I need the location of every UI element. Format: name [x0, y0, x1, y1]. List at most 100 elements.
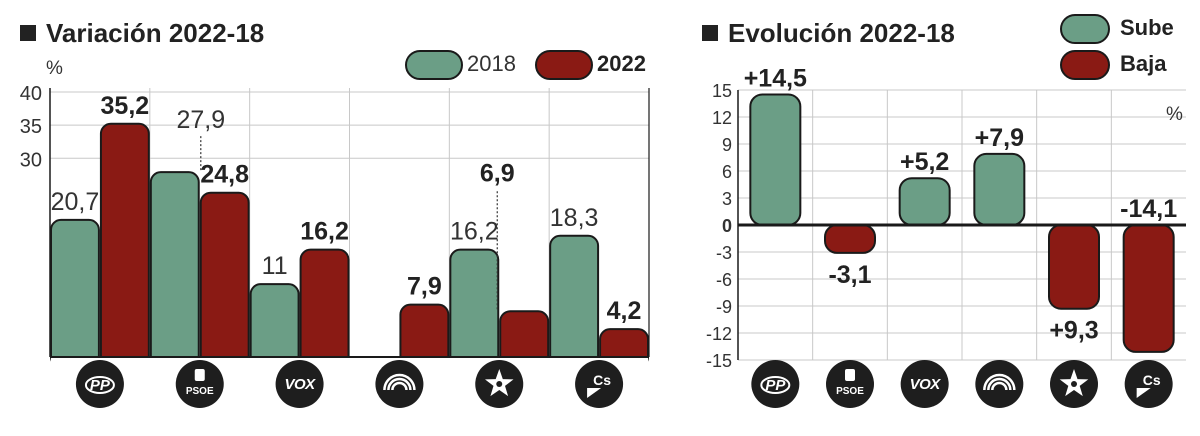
- pp-logo-text: PP: [90, 377, 111, 394]
- psoe-logo-text: PSOE: [186, 386, 214, 397]
- vox-logo-icon: VOX: [275, 360, 324, 408]
- label-2022-psoe: 24,8: [200, 161, 249, 189]
- legend-2022-swatch: [535, 50, 593, 80]
- psoe-logo-fist: [845, 369, 855, 381]
- right-y-tick-label: -9: [716, 297, 732, 317]
- right-y-unit-label: %: [1166, 104, 1183, 125]
- evolution-bar-cs-andalucia: [1048, 224, 1100, 310]
- bar-2022-psoe: [199, 191, 250, 368]
- evolution-bar-psoe: [824, 224, 876, 254]
- star-logo-center: [496, 381, 503, 387]
- star-logo-center: [1071, 381, 1077, 387]
- right-y-tick-label: -6: [716, 270, 732, 290]
- legend-baja-swatch: [1060, 50, 1110, 80]
- left-y-unit-label: %: [46, 58, 63, 79]
- legend-2018-label: 2018: [467, 51, 516, 76]
- podemos-logo-arc: [383, 373, 416, 391]
- bar-2022-vox: [299, 248, 350, 368]
- label-2018-cs-andalucia: 16,2: [450, 218, 499, 246]
- pp-logo-ring: [760, 376, 791, 394]
- label-2018-cs: 18,3: [550, 204, 599, 232]
- pp-logo-icon: PP: [751, 360, 800, 408]
- left-chart-title: Variación 2022-18: [20, 18, 264, 49]
- label-2018-vox: 11: [262, 252, 288, 280]
- cs-logo-arrow: [1136, 388, 1151, 398]
- label-2022-podemos: 7,9: [407, 273, 442, 301]
- bar-2018-pp: [50, 218, 100, 368]
- logo-circle: [900, 360, 949, 408]
- evolution-label-psoe: -3,1: [828, 261, 871, 289]
- bar-2018-psoe: [149, 171, 200, 368]
- right-chart-title: Evolución 2022-18: [702, 18, 955, 49]
- cs-logo-text: Cs: [1143, 372, 1161, 388]
- podemos-logo-arc: [983, 374, 1016, 391]
- legend-sube-label: Sube: [1120, 15, 1174, 40]
- logo-circle: [826, 360, 874, 408]
- psoe-logo-icon: PSOE: [175, 360, 224, 408]
- legend-2018-swatch: [405, 50, 463, 80]
- evolution-bar-cs: [1122, 224, 1175, 353]
- label-2022-pp: 35,2: [101, 92, 150, 120]
- cs-logo-arrow: [587, 388, 602, 398]
- bar-2022-pp: [99, 122, 150, 368]
- logo-circle: [75, 360, 124, 408]
- podemos-logo-arc: [391, 381, 408, 391]
- right-y-tick-label: -3: [716, 243, 732, 263]
- psoe-logo-fist: [194, 369, 205, 381]
- evolution-bar-pp: [749, 93, 802, 226]
- right-y-tick-label: 3: [722, 189, 732, 209]
- bar-2018-vox: [249, 283, 300, 368]
- legend-baja-label: Baja: [1120, 51, 1167, 76]
- podemos-arcs-logo-icon: [375, 360, 424, 408]
- vox-logo-text: VOX: [284, 376, 316, 393]
- right-y-tick-label: -12: [706, 324, 732, 344]
- title-square-icon: [702, 25, 718, 41]
- legend-sube-swatch: [1060, 14, 1110, 44]
- ciudadanos-logo-icon: Cs: [575, 360, 624, 408]
- logo-circle: [751, 360, 800, 408]
- right-y-tick-label: 0: [722, 216, 732, 236]
- cs-logo-text: Cs: [593, 372, 611, 388]
- bar-2018-cs: [549, 234, 600, 368]
- right-y-tick-label: 9: [722, 135, 732, 155]
- pp-logo-icon: PP: [75, 360, 124, 408]
- logo-circle: [175, 360, 224, 408]
- evolution-label-cs-andalucia: +9,3: [1049, 317, 1098, 345]
- evolution-label-pp: +14,5: [744, 65, 807, 93]
- podemos-logo-arc: [991, 381, 1008, 391]
- legend-2022-label: 2022: [597, 51, 646, 76]
- left-y-tick-label: 35: [20, 116, 42, 138]
- evolution-bar-podemos: [973, 152, 1026, 226]
- star-logo-icon: [475, 360, 524, 408]
- psoe-logo-icon: PSOE: [826, 360, 874, 408]
- label-2022-vox: 16,2: [300, 218, 349, 246]
- right-y-tick-label: 15: [712, 81, 732, 101]
- podemos-arcs-logo-icon: [975, 360, 1024, 408]
- left-chart-title-text: Variación 2022-18: [46, 18, 265, 48]
- title-square-icon: [20, 25, 36, 41]
- left-y-tick-label: 40: [20, 83, 42, 105]
- evolution-label-cs: -14,1: [1120, 195, 1177, 223]
- right-y-tick-label: 12: [712, 108, 732, 128]
- logo-circle: [275, 360, 324, 408]
- pp-logo-ring: [84, 376, 115, 394]
- vox-logo-text: VOX: [910, 376, 942, 393]
- right-y-tick-label: -15: [706, 351, 732, 371]
- psoe-logo-text: PSOE: [836, 386, 864, 397]
- podemos-logo-arc: [387, 377, 412, 391]
- left-baseline-mask: [51, 358, 648, 370]
- bar-2018-cs-andalucia: [449, 248, 500, 368]
- label-2018-psoe: 27,9: [176, 106, 225, 134]
- ciudadanos-logo-icon: Cs: [1124, 360, 1173, 408]
- evolution-label-podemos: +7,9: [975, 124, 1024, 152]
- podemos-logo-arc: [987, 378, 1012, 391]
- label-2022-cs: 4,2: [607, 297, 642, 325]
- right-y-tick-label: 6: [722, 162, 732, 182]
- pp-logo-text: PP: [765, 377, 786, 394]
- left-y-tick-label: 30: [20, 149, 42, 171]
- evolution-bar-vox: [898, 177, 951, 226]
- label-2018-pp: 20,7: [51, 188, 100, 216]
- star-logo-icon: [1050, 360, 1098, 408]
- evolution-label-vox: +5,2: [900, 148, 949, 176]
